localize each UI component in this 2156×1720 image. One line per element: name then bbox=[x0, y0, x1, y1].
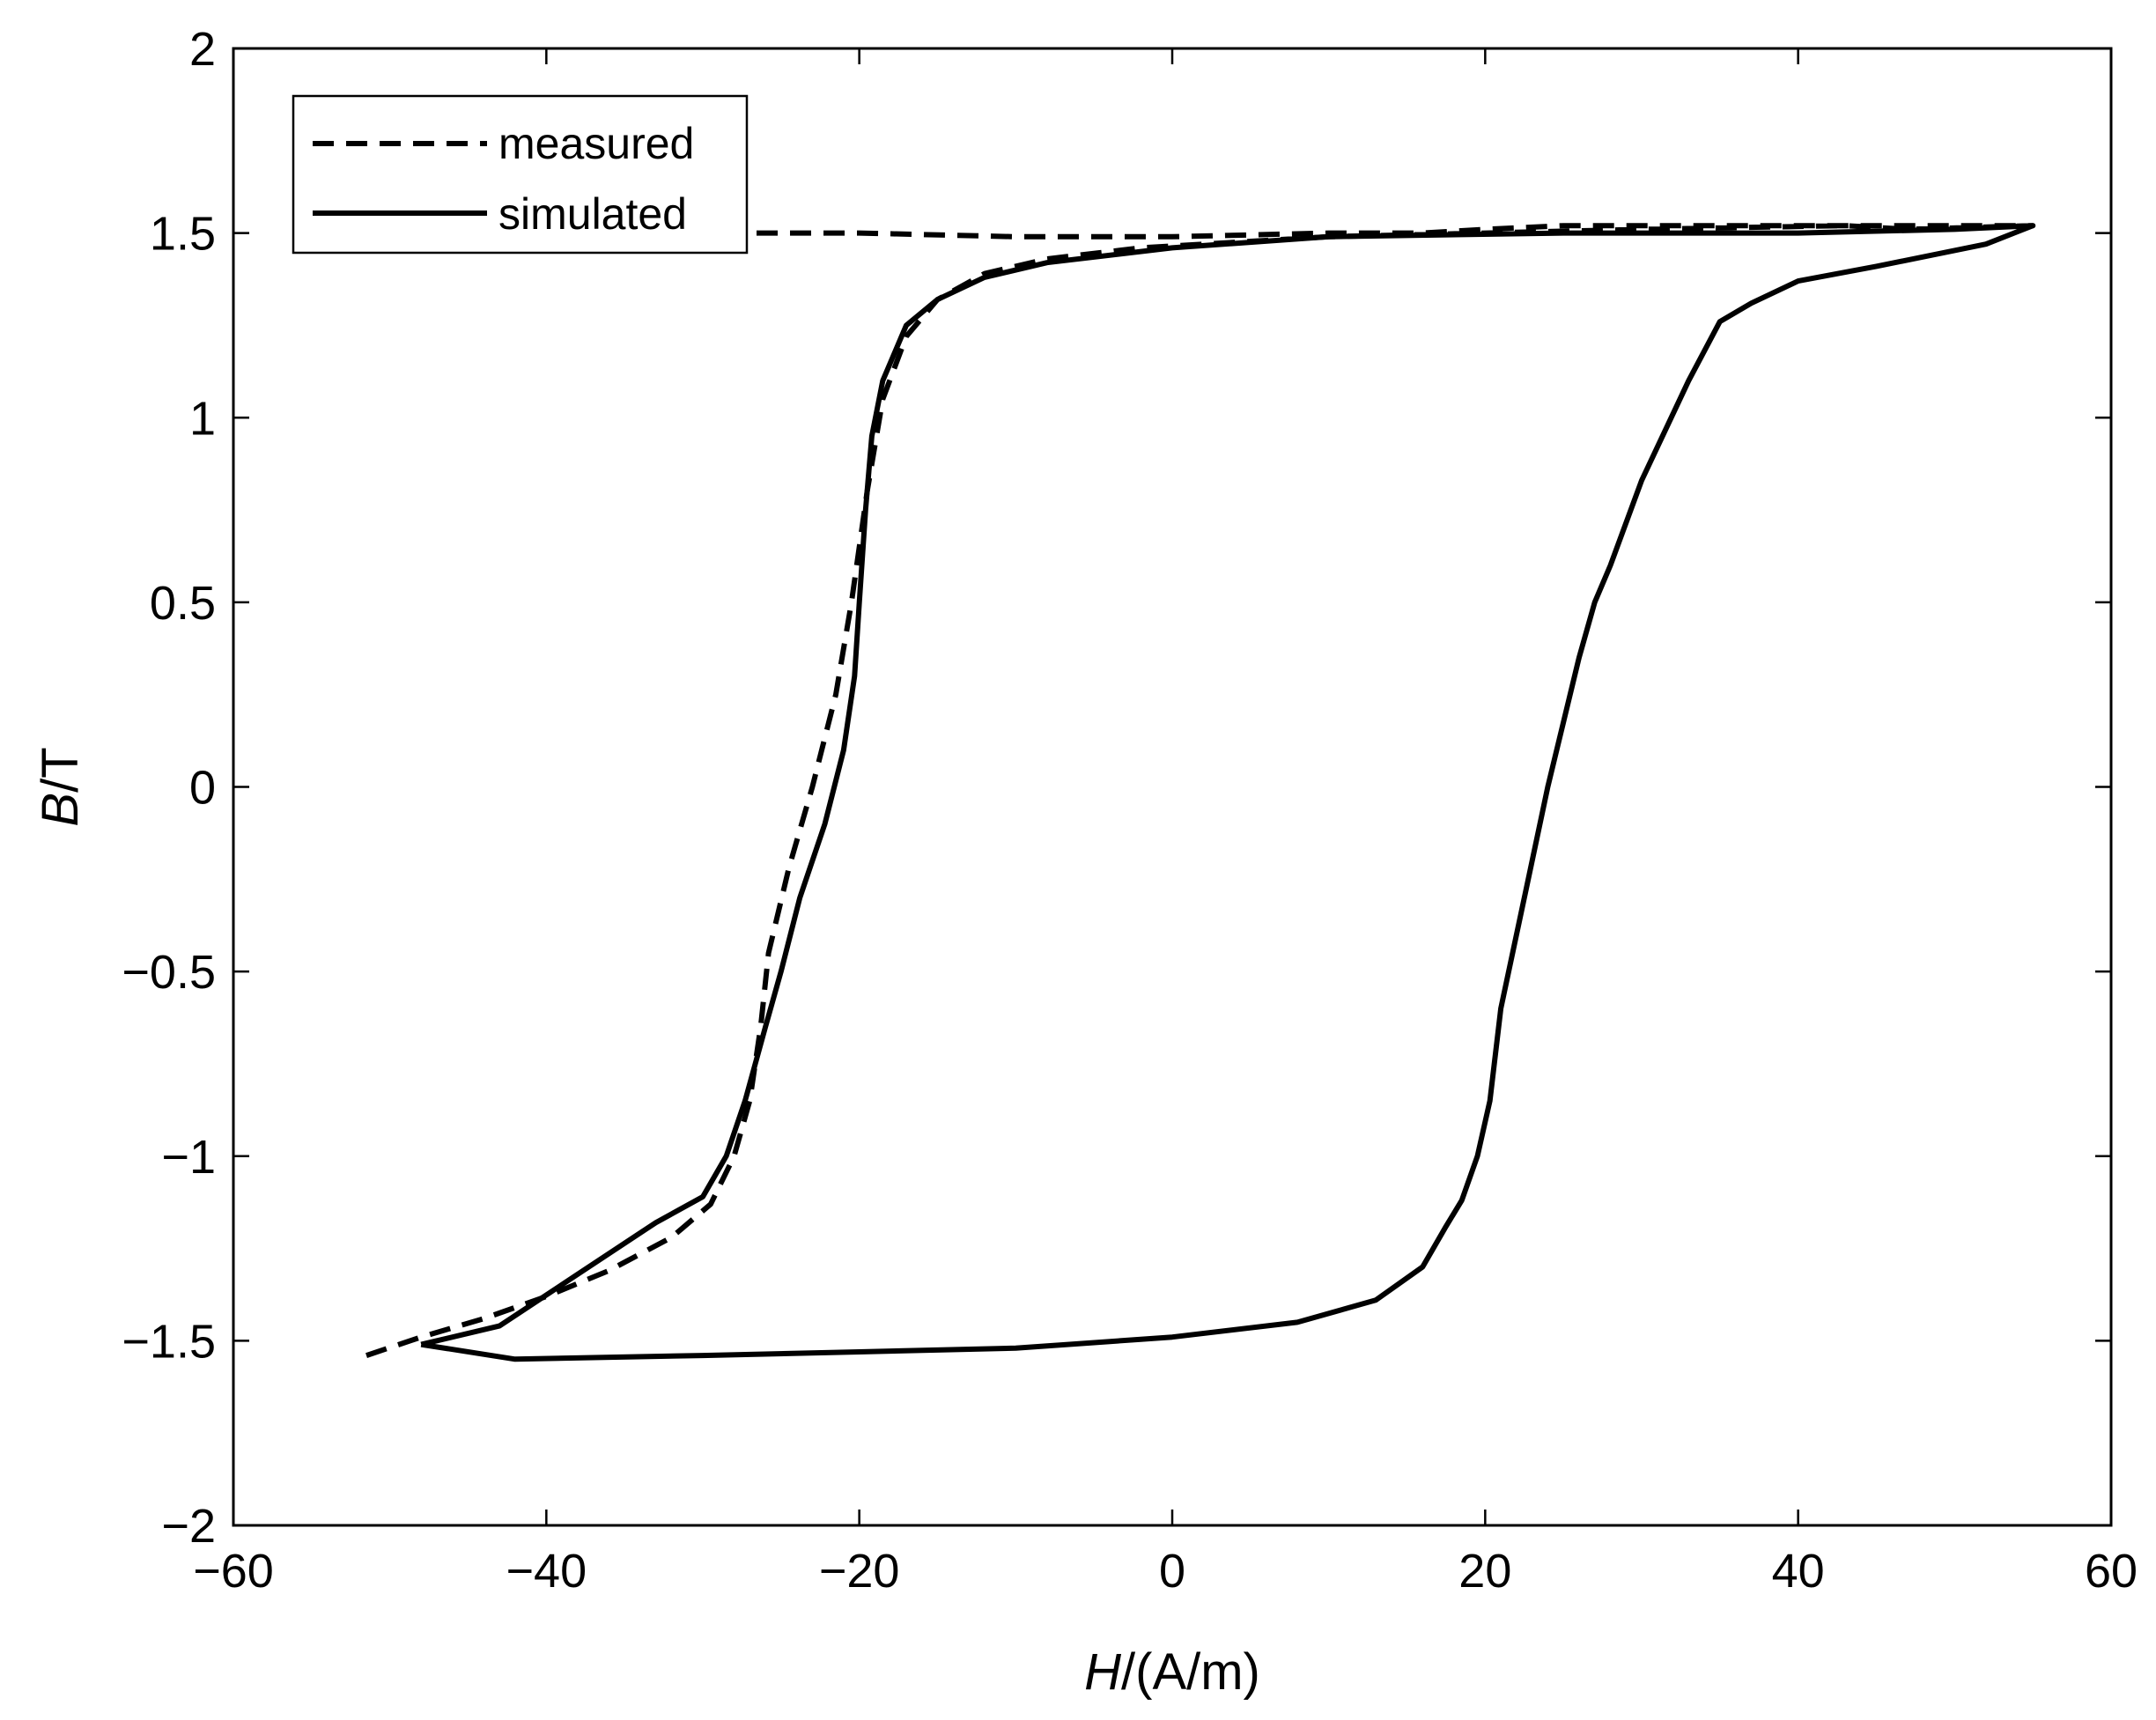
legend-label-simulated: simulated bbox=[498, 189, 687, 239]
y-tick-label: 0.5 bbox=[150, 577, 216, 630]
x-tick-label: 0 bbox=[1159, 1545, 1185, 1598]
y-tick-label: −1.5 bbox=[122, 1315, 216, 1368]
y-axis-label-unit: /T bbox=[32, 747, 89, 793]
data-series bbox=[365, 223, 2036, 1362]
x-axis-label: H/(A/m) bbox=[1084, 1643, 1260, 1701]
x-axis-label-symbol: H bbox=[1084, 1643, 1121, 1701]
axis-ticks: −60 −40 −20 0 20 40 60 2 1.5 1 0.5 0 −0.5 −1 −1.5 −2 bbox=[122, 23, 2138, 1598]
x-tick-label: 40 bbox=[1772, 1545, 1825, 1598]
legend-box bbox=[292, 94, 749, 255]
x-tick-label: −40 bbox=[506, 1545, 587, 1598]
y-tick-label: 2 bbox=[189, 23, 216, 76]
y-tick-label: −1 bbox=[161, 1131, 216, 1184]
x-tick-label: 20 bbox=[1458, 1545, 1511, 1598]
y-axis-label-symbol: B bbox=[32, 793, 89, 827]
x-tick-label: −60 bbox=[193, 1545, 274, 1598]
legend: measured simulated bbox=[292, 94, 749, 255]
series-line-simulated bbox=[420, 223, 2036, 1362]
y-tick-label: −2 bbox=[161, 1500, 216, 1553]
y-axis-label: B/T bbox=[32, 747, 89, 826]
y-tick-label: 1.5 bbox=[150, 208, 216, 261]
y-tick-label: 1 bbox=[189, 392, 216, 445]
legend-label-measured: measured bbox=[498, 119, 694, 168]
x-tick-label: −20 bbox=[819, 1545, 900, 1598]
x-tick-label: 60 bbox=[2085, 1545, 2138, 1598]
x-axis-label-unit: /(A/m) bbox=[1121, 1643, 1260, 1701]
y-tick-label: 0 bbox=[189, 762, 216, 815]
y-tick-label: −0.5 bbox=[122, 946, 216, 999]
